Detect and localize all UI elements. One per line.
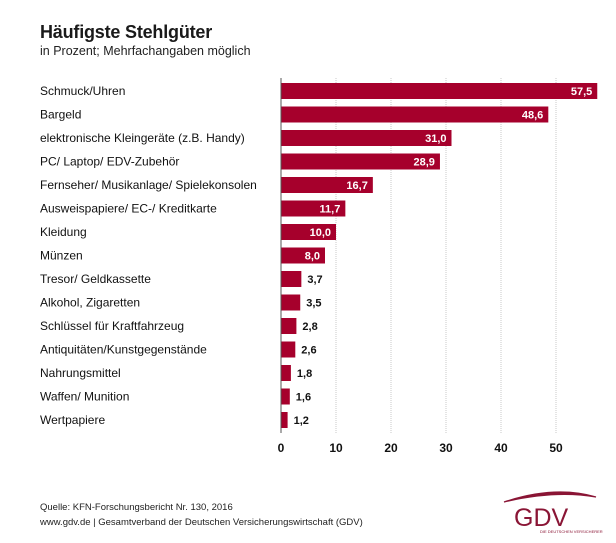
- bar: [281, 200, 346, 217]
- bar-chart: Schmuck/Uhren Bargeld elektronische Kleing…: [40, 78, 598, 455]
- bar: [281, 247, 325, 264]
- value-label: 1,8: [297, 368, 312, 380]
- value-label: 3,5: [306, 298, 321, 310]
- category-label: Ausweispapiere/ EC-/ Kreditkarte: [40, 202, 217, 216]
- x-tick-label: 40: [494, 441, 508, 455]
- bar: [281, 177, 373, 193]
- bar: [281, 106, 549, 123]
- value-labels: 57,5 48,6 31,0 28,9 16,7 11,7 10,0 8,0 3,7 3,5 2,8…: [294, 86, 593, 427]
- value-label: 10,0: [310, 227, 331, 239]
- category-label: Antiquitäten/Kunstgegenstände: [40, 343, 207, 357]
- chart-title: Häufigste Stehlgüter: [40, 22, 213, 42]
- bar: [281, 365, 291, 381]
- chart-subtitle: in Prozent; Mehrfachangaben möglich: [40, 44, 251, 58]
- category-label: Bargeld: [40, 108, 81, 122]
- bar: [281, 153, 440, 170]
- logo-tagline: DIE DEUTSCHEN VERSICHERER: [540, 529, 603, 534]
- value-label: 11,7: [320, 204, 341, 216]
- source-note: Quelle: KFN-Forschungsbericht Nr. 130, 2…: [40, 502, 233, 513]
- value-label: 3,7: [307, 274, 322, 286]
- value-label: 28,9: [414, 157, 435, 169]
- x-tick-label: 20: [384, 441, 398, 455]
- value-label: 48,6: [522, 110, 543, 122]
- category-label: Kleidung: [40, 225, 87, 239]
- category-labels: Schmuck/Uhren Bargeld elektronische Kleing…: [40, 84, 257, 427]
- bar: [281, 83, 598, 99]
- bars: [281, 83, 598, 428]
- category-label: Tresor/ Geldkassette: [40, 272, 151, 286]
- value-label: 16,7: [346, 180, 367, 192]
- x-axis-ticks: 0 10 20 30 40 50: [278, 441, 563, 455]
- bar: [281, 224, 336, 240]
- value-label: 57,5: [571, 86, 592, 98]
- category-label: Münzen: [40, 249, 83, 263]
- bar: [281, 271, 302, 287]
- bar: [281, 388, 290, 405]
- bar: [281, 412, 288, 428]
- x-tick-label: 10: [329, 441, 343, 455]
- bar: [281, 294, 301, 311]
- bar: [281, 318, 297, 334]
- bar: [281, 341, 296, 358]
- value-label: 1,6: [296, 392, 311, 404]
- value-label: 2,8: [302, 321, 317, 333]
- gdv-logo[interactable]: GDV DIE DEUTSCHEN VERSICHERER: [500, 485, 612, 535]
- category-label: Waffen/ Munition: [40, 390, 129, 404]
- logo-arc-icon: [503, 491, 597, 503]
- category-label: Nahrungsmittel: [40, 366, 121, 380]
- bar: [281, 130, 452, 146]
- publisher-note: www.gdv.de | Gesamtverband der Deutschen…: [40, 517, 363, 528]
- x-tick-label: 0: [278, 441, 285, 455]
- x-tick-label: 50: [549, 441, 563, 455]
- value-label: 2,6: [301, 345, 316, 357]
- category-label: Fernseher/ Musikanlage/ Spielekonsolen: [40, 178, 257, 192]
- category-label: Wertpapiere: [40, 413, 105, 427]
- category-label: Schlüssel für Kraftfahrzeug: [40, 319, 184, 333]
- category-label: Schmuck/Uhren: [40, 84, 125, 98]
- value-label: 8,0: [305, 251, 320, 263]
- logo-text: GDV: [514, 504, 569, 532]
- value-label: 31,0: [425, 133, 446, 145]
- category-label: PC/ Laptop/ EDV-Zubehör: [40, 155, 179, 169]
- category-label: elektronische Kleingeräte (z.B. Handy): [40, 131, 245, 145]
- value-label: 1,2: [294, 415, 309, 427]
- x-tick-label: 30: [439, 441, 453, 455]
- category-label: Alkohol, Zigaretten: [40, 296, 140, 310]
